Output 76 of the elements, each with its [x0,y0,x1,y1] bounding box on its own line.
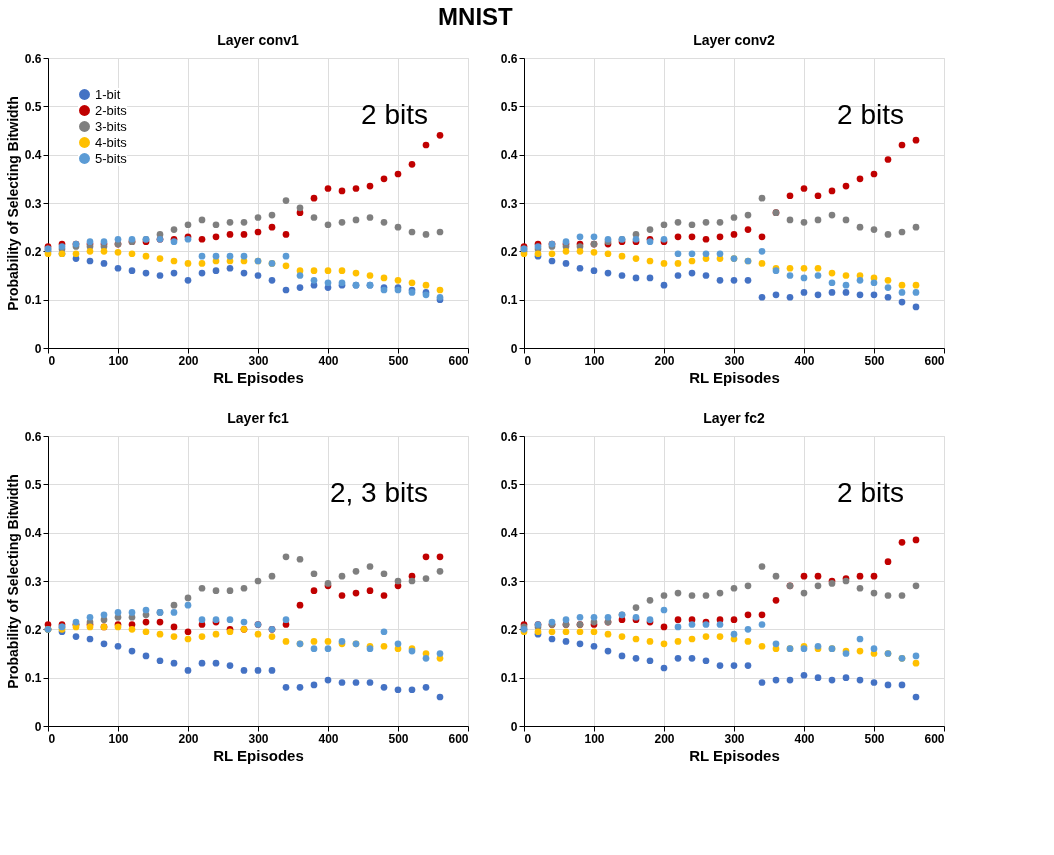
x-tick-label: 400 [794,353,815,368]
x-tick-label: 0 [524,731,532,746]
y-tick-label: 0.6 [24,51,42,66]
x-tick-label: 0 [48,731,56,746]
y-tick-label: 0.3 [500,196,518,211]
x-tick-label: 500 [388,731,409,746]
legend-label: 3-bits [95,118,128,134]
y-axis-title: Probability of Selecting Bitwidth [4,474,21,689]
y-tick-label: 0.5 [500,99,518,114]
y-tick-label: 0.1 [24,671,42,686]
y-tick-label: 0.3 [500,574,518,589]
chart-title: Layer conv2 [693,32,776,48]
x-tick-label: 0 [48,353,56,368]
x-tick-label: 600 [448,731,469,746]
x-tick-label: 300 [248,731,269,746]
x-tick-label: 600 [924,731,945,746]
chart-title: Layer fc1 [227,410,289,426]
y-tick-label: 0 [510,719,518,734]
y-tick-label: 0.2 [24,244,42,259]
y-axis-title: Probability of Selecting Bitwidth [4,96,21,311]
y-tick-label: 0.2 [500,244,518,259]
legend-label: 1-bit [95,86,121,102]
y-tick-label: 0.3 [24,574,42,589]
x-tick-label: 600 [448,353,469,368]
x-axis-title: RL Episodes [689,746,780,764]
y-tick-label: 0.6 [500,51,518,66]
x-axis-title: RL Episodes [689,368,780,386]
y-tick-label: 0.4 [24,526,42,541]
x-axis-title: RL Episodes [213,368,304,386]
x-tick-label: 100 [584,353,605,368]
legend-label: 5-bits [95,150,128,166]
x-tick-label: 500 [388,353,409,368]
x-tick-label: 400 [794,731,815,746]
y-tick-label: 0.1 [500,293,518,308]
y-tick-label: 0.2 [24,622,42,637]
x-tick-label: 400 [318,353,339,368]
y-tick-label: 0.4 [24,148,42,163]
x-tick-label: 100 [108,731,129,746]
x-tick-label: 200 [178,731,199,746]
y-tick-label: 0.5 [500,477,518,492]
annotation: 2 bits [837,99,904,130]
y-tick-label: 0.5 [24,99,42,114]
y-tick-label: 0 [34,719,42,734]
y-tick-label: 0.6 [500,429,518,444]
y-tick-label: 0.1 [500,671,518,686]
x-tick-label: 200 [654,353,675,368]
x-tick-label: 0 [524,353,532,368]
x-tick-label: 600 [924,353,945,368]
y-tick-label: 0.4 [500,148,518,163]
y-tick-label: 0.2 [500,622,518,637]
x-tick-label: 100 [108,353,129,368]
x-tick-label: 300 [724,353,745,368]
annotation: 2 bits [361,99,428,130]
y-tick-label: 0.6 [24,429,42,444]
x-tick-label: 500 [864,731,885,746]
y-tick-label: 0 [510,341,518,356]
y-tick-label: 0.4 [500,526,518,541]
y-tick-label: 0.5 [24,477,42,492]
x-tick-label: 100 [584,731,605,746]
y-tick-label: 0.1 [24,293,42,308]
text: MNIST [438,2,514,30]
annotation: 2 bits [837,477,904,508]
x-tick-label: 300 [248,353,269,368]
legend-label: 4-bits [95,134,128,150]
x-tick-label: 500 [864,353,885,368]
legend-label: 2-bits [95,102,128,118]
y-tick-label: 0 [34,341,42,356]
chart-title: Layer fc2 [703,410,765,426]
x-axis-title: RL Episodes [213,746,304,764]
chart-title: Layer conv1 [217,32,300,48]
y-tick-label: 0.3 [24,196,42,211]
annotation: 2, 3 bits [329,477,428,508]
x-tick-label: 300 [724,731,745,746]
x-tick-label: 400 [318,731,339,746]
x-tick-label: 200 [178,353,199,368]
x-tick-label: 200 [654,731,675,746]
